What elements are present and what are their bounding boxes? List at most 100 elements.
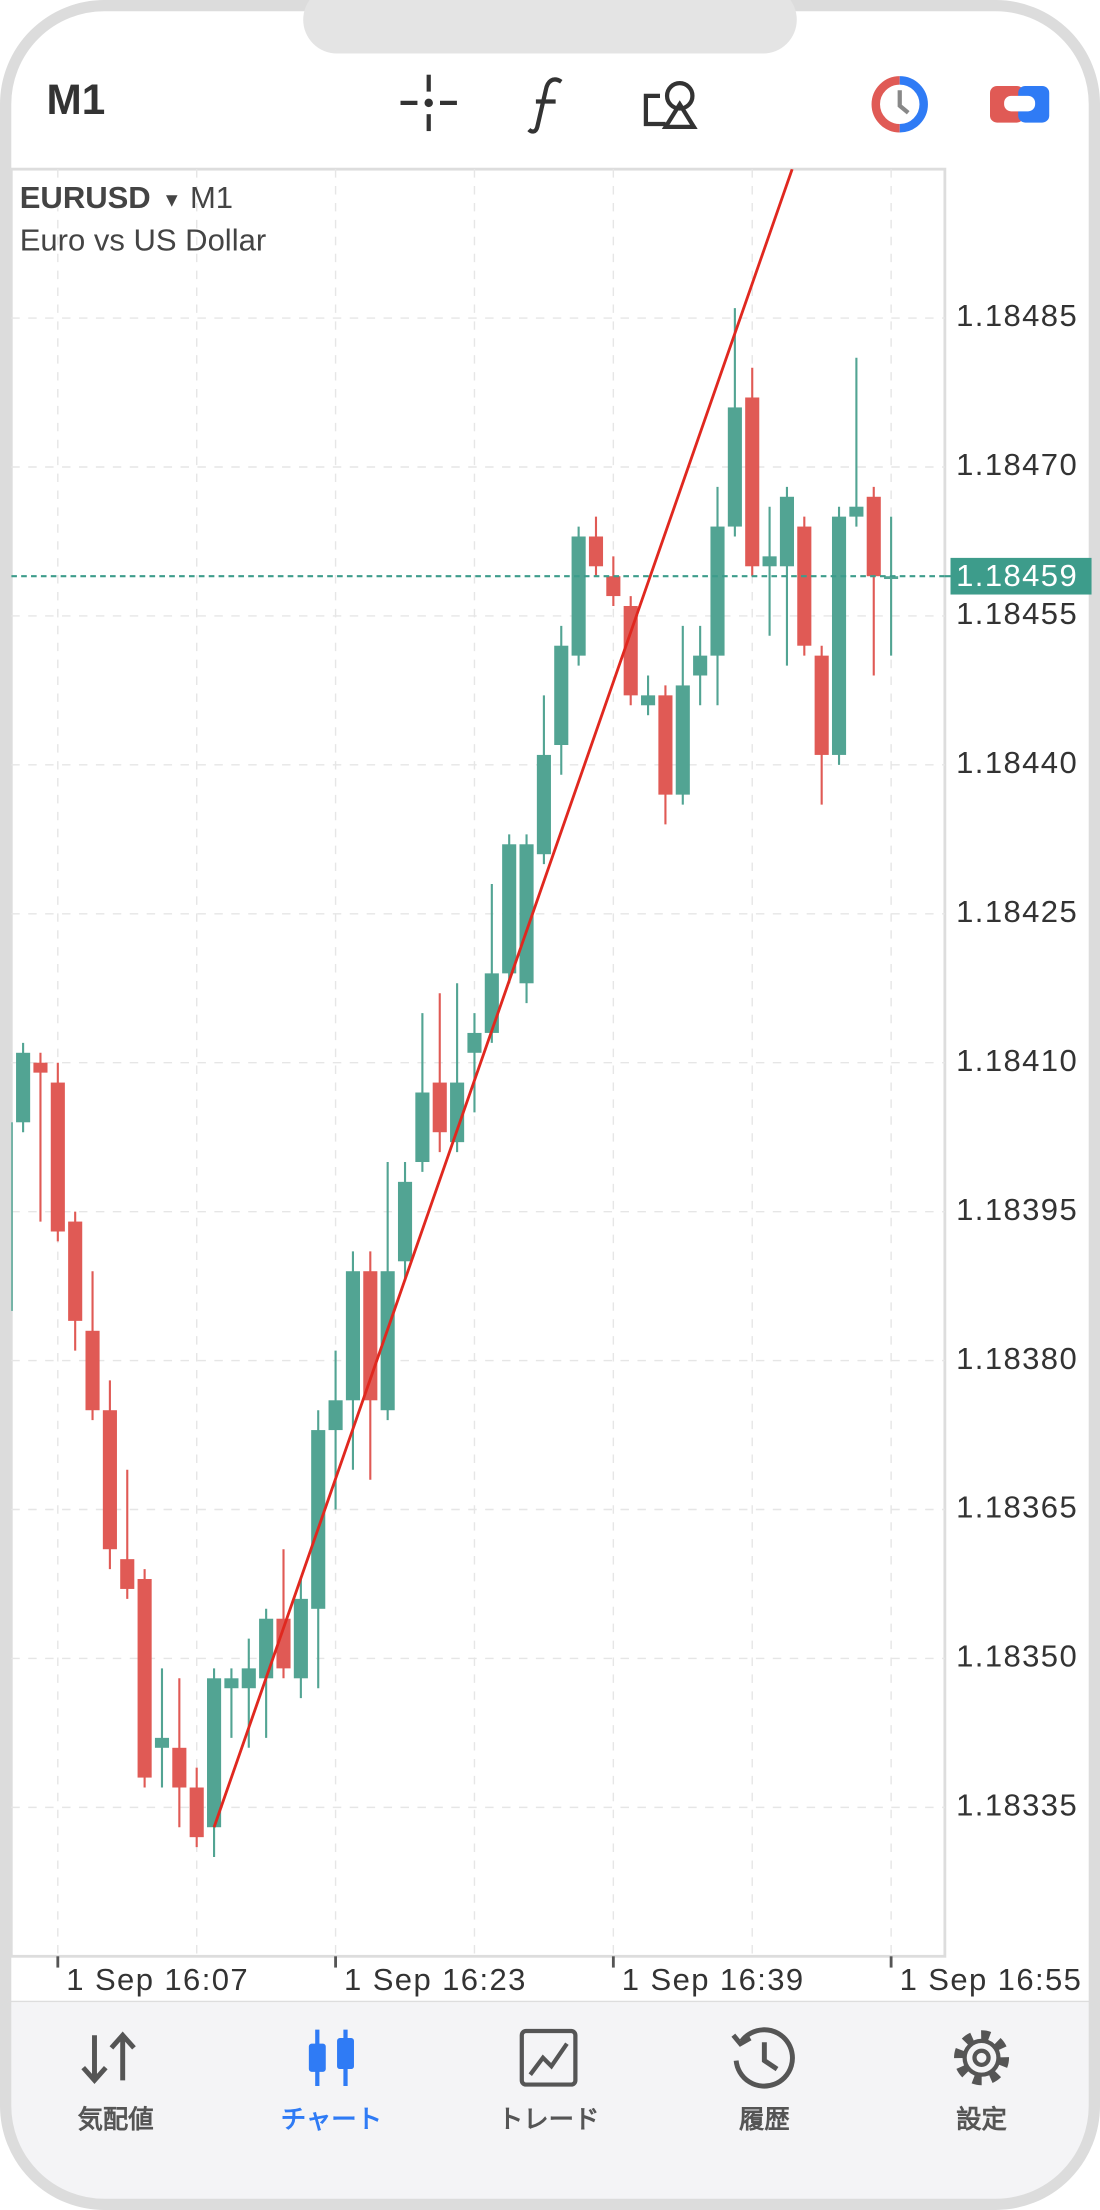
candle-body bbox=[797, 526, 812, 646]
trade-icon-line bbox=[528, 2042, 569, 2076]
dropdown-arrow[interactable]: ▼ bbox=[162, 190, 182, 212]
trade-icon bbox=[519, 2028, 578, 2087]
y-tick-label: 1.18470 bbox=[956, 447, 1078, 482]
candle-body bbox=[68, 1221, 83, 1321]
history-sync-icon[interactable] bbox=[871, 76, 928, 133]
indicators-icon[interactable] bbox=[527, 77, 563, 134]
candle-body bbox=[224, 1678, 239, 1689]
crosshair-icon[interactable] bbox=[400, 74, 457, 132]
candle-body bbox=[11, 1122, 13, 1311]
tab-label: トレード bbox=[498, 2104, 599, 2134]
candle-body bbox=[432, 1082, 447, 1133]
tab-label: チャート bbox=[281, 2104, 382, 2134]
candle-body bbox=[397, 1181, 413, 1262]
candle-body bbox=[484, 973, 499, 1033]
candle-body bbox=[328, 1400, 343, 1431]
tab-label: 設定 bbox=[956, 2104, 1007, 2134]
objects-icon[interactable] bbox=[643, 81, 698, 129]
candle-body bbox=[345, 1271, 360, 1401]
candle-body bbox=[727, 407, 742, 527]
y-tick-label: 1.18350 bbox=[956, 1639, 1078, 1674]
candle-body bbox=[137, 1579, 152, 1778]
candle-body bbox=[554, 645, 569, 745]
chart-icon-body bbox=[337, 2038, 354, 2070]
x-tick-label: 1 Sep 16:23 bbox=[344, 1962, 527, 1997]
candle-body bbox=[658, 695, 673, 795]
candle-body bbox=[241, 1668, 256, 1689]
candle-body bbox=[675, 685, 690, 795]
candle-body bbox=[259, 1618, 274, 1679]
candle-body bbox=[745, 397, 760, 567]
candle-body bbox=[571, 536, 586, 656]
candle-body bbox=[693, 655, 708, 676]
candle-body bbox=[85, 1330, 100, 1411]
candle-body bbox=[762, 556, 777, 567]
chart-timeframe: M1 bbox=[190, 180, 233, 215]
candle-body bbox=[831, 516, 847, 755]
tab-label: 気配値 bbox=[78, 2104, 154, 2134]
tab-label: 履歴 bbox=[739, 2104, 790, 2134]
candle-body bbox=[276, 1618, 291, 1669]
x-tick-label: 1 Sep 16:55 bbox=[900, 1962, 1083, 1997]
history-icon bbox=[731, 2027, 795, 2089]
trade-icon[interactable] bbox=[990, 85, 1050, 123]
candle-body bbox=[866, 496, 881, 577]
y-tick-label: 1.18365 bbox=[956, 1490, 1078, 1525]
candle-body bbox=[120, 1559, 135, 1589]
candle-body bbox=[189, 1787, 204, 1838]
y-tick-label: 1.18410 bbox=[956, 1043, 1078, 1078]
y-tick-label: 1.18485 bbox=[956, 298, 1078, 333]
y-tick-label: 1.18455 bbox=[956, 596, 1078, 631]
candle-body bbox=[380, 1271, 395, 1411]
current-price-box bbox=[950, 557, 1092, 595]
candle-body bbox=[814, 655, 829, 755]
tab-button[interactable]: 履歴 bbox=[731, 2027, 795, 2134]
y-tick-label: 1.18440 bbox=[956, 745, 1078, 780]
settings-icon-hole bbox=[972, 2048, 991, 2067]
y-tick-label: 1.18425 bbox=[956, 894, 1078, 929]
y-tick-label: 1.18335 bbox=[956, 1788, 1078, 1823]
timeframe-button[interactable]: M1 bbox=[47, 76, 106, 123]
candle-body bbox=[884, 576, 899, 580]
candle-body bbox=[623, 605, 638, 696]
candle-body bbox=[154, 1737, 170, 1748]
candle-body bbox=[33, 1062, 48, 1073]
x-tick-label: 1 Sep 16:39 bbox=[622, 1962, 805, 1997]
chart-icon-body bbox=[308, 2043, 326, 2072]
current-price-label: 1.18459 bbox=[956, 558, 1078, 593]
candle-body bbox=[779, 496, 795, 567]
candle-body bbox=[536, 754, 551, 855]
tab-button[interactable]: チャート bbox=[281, 2029, 382, 2135]
candle-body bbox=[502, 844, 517, 974]
candle-body bbox=[172, 1747, 187, 1788]
candle-body bbox=[710, 526, 725, 656]
tab-button[interactable]: トレード bbox=[498, 2028, 599, 2134]
candle-body bbox=[16, 1052, 31, 1123]
candle-body bbox=[102, 1410, 117, 1550]
notch bbox=[303, 0, 797, 54]
candle-body bbox=[311, 1430, 326, 1609]
symbol-header[interactable]: EURUSD ▼ M1 bbox=[20, 180, 233, 215]
candle-body bbox=[450, 1082, 465, 1143]
candle-body bbox=[50, 1082, 65, 1232]
candle-body bbox=[849, 506, 864, 517]
symbol-description: Euro vs US Dollar bbox=[20, 223, 266, 258]
candle-body bbox=[588, 536, 604, 567]
trendline[interactable] bbox=[212, 169, 794, 1828]
candle-body bbox=[293, 1598, 308, 1679]
symbol[interactable]: EURUSD bbox=[20, 180, 151, 215]
quotes-icon bbox=[81, 2031, 136, 2085]
candle-body bbox=[415, 1092, 430, 1163]
settings-icon-ring bbox=[962, 2038, 1001, 2077]
candle-body bbox=[207, 1678, 222, 1828]
candle-body bbox=[606, 576, 621, 597]
candle-body bbox=[467, 1032, 482, 1053]
candle-body bbox=[641, 695, 656, 706]
candle-body bbox=[519, 844, 534, 984]
y-tick-label: 1.18395 bbox=[956, 1192, 1078, 1227]
x-tick-label: 1 Sep 16:07 bbox=[66, 1962, 249, 1997]
tab-button[interactable]: 気配値 bbox=[78, 2031, 154, 2134]
tab-bar bbox=[5, 2001, 1095, 2205]
